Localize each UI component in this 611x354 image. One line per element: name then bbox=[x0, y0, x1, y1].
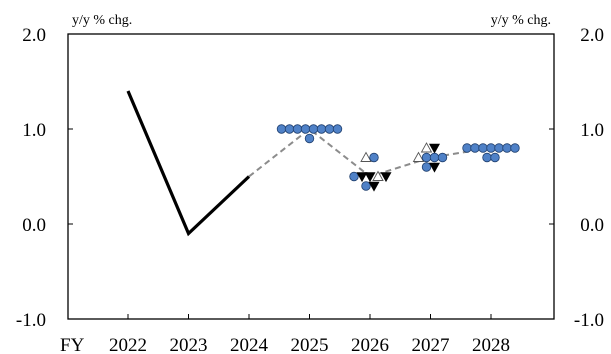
actual-series-line bbox=[126, 90, 251, 237]
x-tick-label: 2028 bbox=[472, 335, 510, 354]
y-tick-label-right: 1.0 bbox=[580, 120, 604, 141]
forecast-marker-circle bbox=[462, 143, 472, 153]
forecast-marker-triangle-up bbox=[420, 142, 433, 153]
y-tick-label-left: 2.0 bbox=[22, 25, 46, 46]
y-tick-label-right: 2.0 bbox=[580, 25, 604, 46]
x-tick-label: 2027 bbox=[412, 335, 450, 354]
forecast-marker-circle bbox=[490, 152, 500, 163]
forecast-marker-circle bbox=[369, 152, 379, 163]
y-tick-label-left: 1.0 bbox=[22, 120, 46, 141]
forecast-marker-circle bbox=[510, 143, 520, 153]
forecast-marker-triangle-down bbox=[364, 172, 376, 183]
forecast-marker-circle bbox=[308, 124, 319, 134]
forecast-marker-circle bbox=[316, 124, 327, 134]
forecast-marker-circle bbox=[494, 143, 504, 153]
x-tick-label: 2022 bbox=[109, 335, 147, 354]
forecast-marker-triangle-down bbox=[368, 181, 380, 192]
forecast-marker-circle bbox=[300, 124, 311, 134]
x-axis-prefix: FY bbox=[60, 335, 85, 354]
forecast-marker-circle bbox=[486, 143, 496, 153]
y-axis-label-right: y/y % chg. bbox=[491, 13, 551, 28]
forecast-marker-triangle-down bbox=[428, 143, 441, 154]
forecast-marker-circle bbox=[478, 143, 488, 153]
forecast-marker-triangle-up bbox=[360, 151, 372, 162]
forecast-marker-circle bbox=[470, 143, 480, 153]
forecast-marker-circle bbox=[482, 152, 492, 163]
forecast-marker-circle bbox=[502, 143, 512, 153]
y-tick-label-right: 0.0 bbox=[580, 215, 604, 236]
plot-frame bbox=[67, 33, 555, 320]
y-tick-label-left: 0.0 bbox=[22, 215, 46, 236]
y-tick-label-right: -1.0 bbox=[574, 310, 604, 331]
forecast-marker-circle bbox=[429, 152, 440, 163]
forecast-marker-triangle-down bbox=[380, 172, 392, 183]
x-tick-label: 2024 bbox=[230, 335, 269, 354]
forecast-marker-circle bbox=[332, 124, 343, 134]
forecast-marker-triangle-down bbox=[428, 162, 441, 173]
forecast-marker-circle bbox=[349, 171, 359, 182]
x-tick-label: 2025 bbox=[291, 335, 329, 354]
forecast-marker-circle bbox=[292, 124, 303, 134]
forecast-marker-circle bbox=[421, 152, 432, 163]
median-series-line bbox=[248, 127, 492, 178]
forecast-marker-circle bbox=[276, 124, 287, 134]
x-tick-label: 2023 bbox=[170, 335, 208, 354]
forecast-marker-triangle-up bbox=[412, 151, 425, 162]
forecast-marker-circle bbox=[437, 152, 448, 163]
forecast-marker-triangle-down bbox=[356, 172, 368, 183]
forecast-marker-circle bbox=[361, 181, 371, 191]
x-tick-label: 2026 bbox=[351, 335, 389, 354]
forecast-marker-circle bbox=[421, 162, 432, 172]
forecast-marker-circle bbox=[324, 124, 335, 134]
y-tick-label-left: -1.0 bbox=[16, 310, 46, 331]
forecast-marker-triangle-up bbox=[372, 170, 384, 181]
y-axis-label-left: y/y % chg. bbox=[72, 13, 132, 28]
forecast-marker-circle bbox=[284, 124, 295, 134]
forecast-marker-circle bbox=[304, 133, 315, 144]
